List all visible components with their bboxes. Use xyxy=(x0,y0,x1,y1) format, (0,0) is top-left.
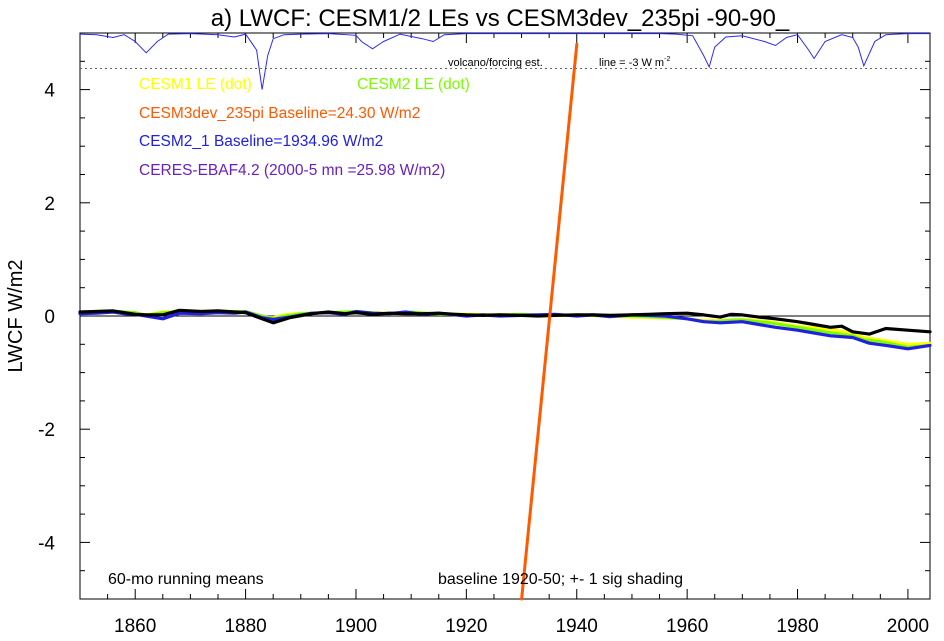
series-line-2 xyxy=(520,42,579,601)
legend-cesm2-1: CESM2_1 Baseline=1934.96 W/m2 xyxy=(139,133,383,150)
line-note-annotation: line = -3 W m-2 xyxy=(599,56,670,69)
x-tick-label: 1920 xyxy=(445,616,487,637)
y-tick-label: 2 xyxy=(44,194,55,215)
y-axis-label: LWCF W/m2 xyxy=(5,260,27,373)
x-tick-label: 1980 xyxy=(776,616,818,637)
legend-ceres: CERES-EBAF4.2 (2000-5 mn =25.98 W/m2) xyxy=(139,162,445,179)
chart-title: a) LWCF: CESM1/2 LEs vs CESM3dev_235pi -… xyxy=(211,5,790,32)
x-axis: 1860 1880 1900 1920 1940 1960 1980 2000 xyxy=(79,33,929,637)
legend-cesm1: CESM1 LE (dot) xyxy=(139,76,252,93)
x-tick-label: 1860 xyxy=(114,616,156,637)
x-tick-label: 1880 xyxy=(224,616,266,637)
y-axis: 4 2 0 -2 -4 xyxy=(38,32,930,600)
series-line-3 xyxy=(78,309,932,351)
running-means-annotation: 60-mo running means xyxy=(108,571,264,588)
series-layer xyxy=(78,33,932,601)
volcano-annotation: volcano/forcing est. xyxy=(448,57,543,69)
x-tick-label: 2000 xyxy=(887,616,929,637)
series-line-4 xyxy=(78,308,932,336)
y-tick-label: -2 xyxy=(38,420,55,441)
x-tick-label: 1960 xyxy=(666,616,708,637)
legend-cesm2: CESM2 LE (dot) xyxy=(357,76,470,93)
y-tick-label: 4 xyxy=(44,81,55,102)
y-tick-label: -4 xyxy=(38,533,55,554)
baseline-annotation: baseline 1920-50; +- 1 sig shading xyxy=(438,571,683,588)
legend-cesm3dev: CESM3dev_235pi Baseline=24.30 W/m2 xyxy=(139,105,420,122)
volcano-forcing-line xyxy=(79,33,930,90)
x-tick-label: 1900 xyxy=(335,616,377,637)
line-note-superscript: -2 xyxy=(664,56,670,63)
line-note-text: line = -3 W m xyxy=(599,57,664,69)
legend: CESM1 LE (dot) CESM2 LE (dot) CESM3dev_2… xyxy=(139,76,470,179)
y-tick-label: 0 xyxy=(44,307,55,328)
x-tick-label: 1940 xyxy=(556,616,598,637)
